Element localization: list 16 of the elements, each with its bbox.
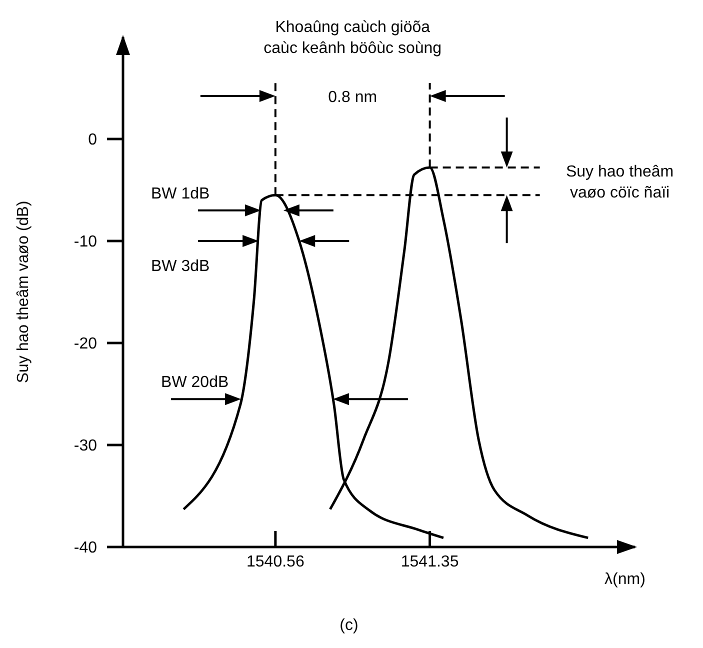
y-tick-label: -20 [74,336,98,353]
annotation: BW 1dB [151,185,210,202]
x-axis-title: λ(nm) [604,571,646,588]
text: (c) [340,617,358,634]
y-tick-label: 0 [88,132,98,149]
annotation: Suy hao theâm vaøo cöïc ñaïi [566,164,674,202]
annotation: BW 3dB [151,258,210,275]
x-tick-label: 1540.56 [246,553,304,570]
y-tick-label: -40 [74,540,98,557]
y-tick-label: -30 [74,438,98,455]
annotation: Khoaûng caùch giöõa caùc keânh böôùc soùng [264,19,442,57]
y-tick-label: -10 [74,234,98,251]
annotation: 0.8 nm [328,89,378,106]
x-tick-label: 1541.35 [400,553,459,570]
y-axis-title: Suy hao theâm vaøo (dB) [15,200,32,384]
annotation: BW 20dB [161,374,229,392]
